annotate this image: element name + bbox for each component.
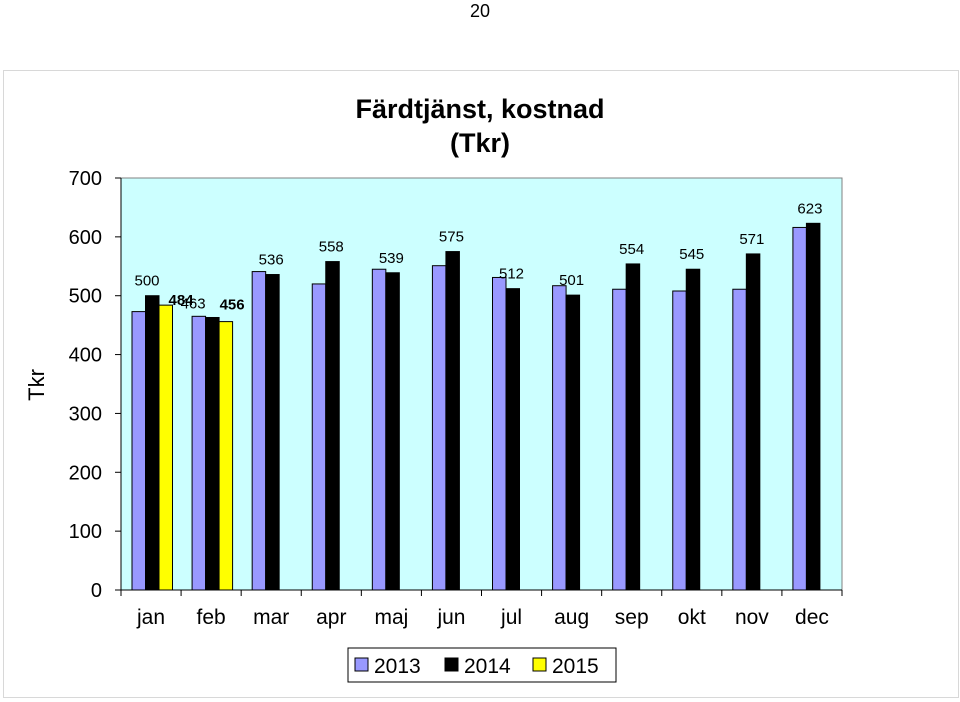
y-tick-label: 500 — [69, 286, 102, 308]
bar-2013-feb — [191, 315, 207, 591]
y-tick-label: 200 — [69, 462, 102, 484]
bar-2013-mar — [251, 271, 267, 591]
y-tick-label: 400 — [69, 345, 102, 367]
bar-2014-maj — [385, 272, 400, 591]
chart-title-line2: (Tkr) — [450, 128, 510, 158]
data-label: 456 — [220, 297, 245, 314]
bar-2013-sep — [612, 288, 627, 591]
plot-area — [120, 177, 843, 591]
y-tick-label: 700 — [69, 168, 102, 190]
data-label: 536 — [259, 252, 284, 269]
bar-2014-okt — [685, 268, 701, 591]
bar-2015-feb — [218, 321, 234, 591]
x-tick-label: mar — [253, 606, 289, 629]
bar-2013-okt — [672, 290, 687, 591]
legend-box — [347, 647, 617, 683]
chart-frame — [3, 70, 959, 698]
bar-2013-apr — [311, 283, 327, 591]
bar-2013-jul — [492, 276, 507, 591]
bar-2013-dec — [792, 226, 807, 591]
data-label: 554 — [619, 241, 644, 258]
x-tick-label: maj — [374, 606, 408, 629]
bar-2014-feb — [205, 316, 220, 591]
x-tick-label: jul — [500, 606, 522, 629]
bar-2015-jan — [158, 304, 173, 591]
bar-2014-aug — [565, 294, 581, 591]
y-axis-label: Tkr — [24, 369, 49, 401]
x-tick-label: sep — [615, 606, 649, 629]
bar-2013-maj — [371, 268, 387, 591]
data-label: 575 — [439, 229, 464, 246]
x-tick-label: jun — [436, 606, 465, 629]
data-label: 571 — [739, 231, 764, 248]
x-tick-label: aug — [554, 606, 589, 629]
x-tick-label: dec — [795, 606, 829, 629]
legend-label-2013: 2013 — [374, 655, 421, 678]
y-tick-label: 600 — [69, 227, 102, 249]
chart-title-line1: Färdtjänst, kostnad — [355, 94, 604, 124]
x-tick-label: nov — [735, 606, 769, 629]
legend-label-2014: 2014 — [464, 655, 511, 678]
bar-2014-sep — [625, 263, 641, 591]
bar-2014-dec — [805, 222, 821, 591]
data-label: 463 — [181, 295, 206, 312]
data-label: 545 — [679, 246, 704, 263]
legend-swatch-2013 — [354, 657, 369, 672]
legend-swatch-2015 — [532, 657, 547, 672]
data-label: 558 — [319, 239, 344, 256]
x-tick-label: feb — [197, 606, 226, 629]
bar-2013-nov — [732, 288, 747, 591]
bar-2013-jan — [131, 311, 146, 591]
data-label: 484 — [168, 292, 194, 309]
bar-2013-jun — [431, 265, 447, 591]
x-tick-label: apr — [316, 606, 346, 629]
legend: 2013 2014 2015 — [347, 647, 617, 683]
x-tick-label: jan — [136, 606, 165, 629]
bar-2013-aug — [552, 285, 567, 591]
bar-2014-apr — [325, 261, 340, 591]
bar-2014-jan — [145, 295, 160, 591]
bar-2014-nov — [745, 253, 761, 591]
page-number: 20 — [469, 1, 491, 21]
data-label: 539 — [379, 250, 404, 267]
data-label: 623 — [797, 200, 822, 217]
bar-2014-jul — [505, 288, 520, 591]
x-tick-label: okt — [678, 606, 706, 629]
bar-2014-mar — [265, 274, 280, 591]
x-axis: jan feb mar apr maj jun jul aug sep okt nov dec — [120, 589, 843, 629]
y-tick-label: 100 — [69, 521, 102, 543]
data-label: 501 — [559, 272, 584, 289]
data-label: 500 — [134, 273, 159, 290]
legend-label-2015: 2015 — [552, 655, 599, 678]
bars — [131, 222, 821, 591]
legend-swatch-2014 — [444, 657, 459, 672]
bar-2014-jun — [445, 251, 460, 591]
y-tick-label: 0 — [91, 580, 102, 602]
data-label: 512 — [499, 266, 524, 283]
y-tick-label: 300 — [69, 403, 102, 425]
y-axis: 0 100 200 300 400 500 600 700 — [69, 168, 122, 602]
